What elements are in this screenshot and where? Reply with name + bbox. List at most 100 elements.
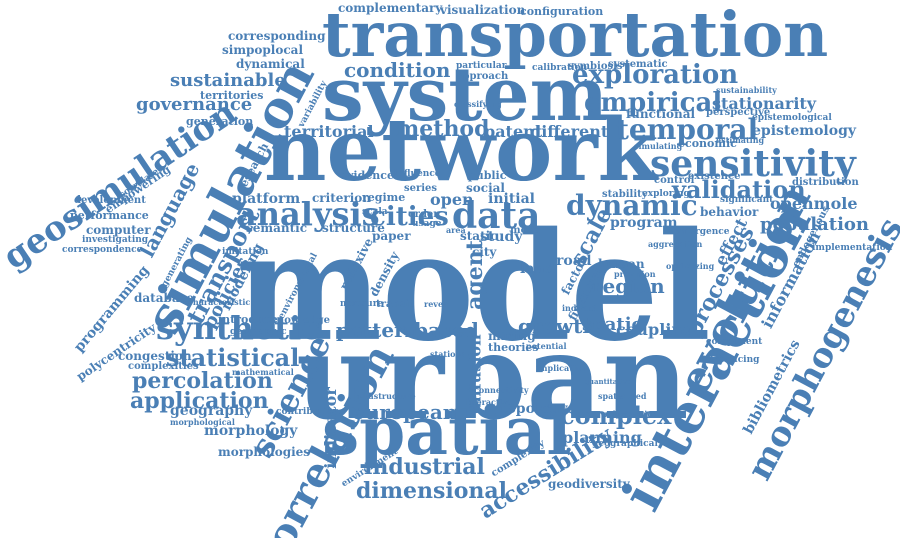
word-stability: stability (602, 189, 648, 200)
word-stationarity: stationarity (712, 94, 817, 113)
word-contribution: contribution (276, 407, 340, 417)
word-performance: performance (70, 209, 149, 222)
word-city: city (472, 245, 497, 259)
word-visualization: visualization (440, 3, 526, 17)
word-cities: cities (370, 202, 449, 232)
word-synthetic: synthetic (156, 309, 321, 347)
word-industrial: industrial (364, 454, 485, 480)
word-implementation: implementation (812, 243, 893, 253)
word-corresponding: corresponding (228, 29, 326, 43)
word-particular: particular (456, 61, 507, 71)
word-open: open (430, 190, 474, 209)
word-morphological: morphological (170, 417, 235, 427)
word-spatialised: spatialised (598, 391, 647, 401)
word-data: data (452, 195, 541, 237)
word-based: based (414, 318, 479, 342)
word-growth: growth (518, 314, 597, 338)
word-spatial: spatial (322, 392, 572, 470)
word-complexities: complexities (128, 361, 199, 372)
word-network: network (264, 100, 658, 201)
word-sensitivity: sensitivity (650, 143, 856, 185)
word-introducing: introducing (700, 355, 760, 365)
word-urban: urban (296, 307, 689, 446)
word-european: european (352, 400, 458, 424)
word-dynamic: dynamic (566, 189, 698, 222)
word-theories: theories (488, 341, 539, 354)
word-polycentric: polycentric (602, 409, 653, 419)
word-indirect: indirect (562, 303, 598, 313)
word-epistemological: epistemological (752, 113, 832, 123)
word-geography: geography (170, 403, 253, 419)
word-area: area (446, 225, 466, 235)
word-imitation: imitation (222, 247, 269, 257)
word-knowledge: knowledge (270, 315, 330, 326)
word-configuration: configuration (520, 5, 604, 18)
word-pattern: pattern (336, 318, 420, 342)
word-distribution: distribution (792, 177, 859, 188)
word-order: order (408, 209, 439, 220)
word-computer: computer (86, 223, 151, 237)
word-congestion: congestion (118, 349, 192, 363)
word-program: program (610, 215, 678, 231)
word-population: population (760, 214, 870, 235)
word-correspondence: correspondence (62, 245, 143, 255)
word-morphology: morphology (204, 423, 298, 439)
word-scala: scala (362, 207, 388, 217)
word-complementary: complementary (338, 1, 443, 15)
word-optimizing: optimizing (666, 261, 715, 271)
word-database: database (134, 291, 195, 305)
word-dynamical: dynamical (236, 57, 305, 71)
word-characteristic: characteristic (188, 297, 251, 307)
word-dimensional: dimensional (356, 478, 508, 504)
word-simpoplocal: simpoplocal (222, 43, 303, 57)
word-semantic: semantic (246, 221, 307, 235)
word-sustainability: sustainability (716, 85, 777, 95)
word-statistical: statistical (166, 343, 300, 372)
word-temporal: temporal (616, 113, 759, 146)
word-initial: initial (488, 191, 535, 207)
word-empirical: empirical (584, 88, 723, 118)
word-simulating: simulating (634, 141, 683, 151)
word-social: social (466, 181, 505, 195)
word-sustainable: sustainable (170, 70, 286, 91)
word-epistemology: epistemology (752, 123, 857, 139)
word-static: static (460, 229, 498, 243)
word-paper: paper (372, 229, 411, 243)
word-existence: existence (688, 171, 741, 182)
word-implication: implication (536, 363, 588, 373)
word-reveal: reveal (424, 299, 452, 309)
word-symbiosis: symbiosis (568, 61, 623, 72)
word-development: development (74, 195, 146, 206)
word-validation: validation (672, 175, 806, 204)
word-classifying: classifying (454, 99, 502, 109)
word-geodiversity: geodiversity (548, 477, 630, 491)
word-indicator: indicator (320, 387, 340, 469)
word-approach: approach (456, 71, 509, 82)
word-geographic: geographic (230, 327, 287, 337)
word-model: model (236, 198, 711, 375)
word-exploration: exploration (572, 60, 739, 90)
word-influence: influence (394, 169, 441, 179)
word-planning: planning (562, 428, 642, 447)
word-component: component (706, 337, 763, 347)
word-governance: governance (136, 94, 253, 115)
word-interactive: interactive (464, 397, 513, 407)
word-percolation: percolation (132, 368, 273, 394)
word-human: human (598, 257, 645, 271)
word-mathematical: mathematical (232, 367, 294, 377)
word-analysis: analysis (236, 195, 380, 233)
word-control: control (654, 175, 695, 186)
word-transit: transit (376, 299, 414, 310)
word-measure: measure (340, 299, 384, 309)
word-aggregation: aggregation (648, 239, 703, 249)
word-regime: regime (362, 191, 406, 204)
word-road: road (556, 253, 592, 269)
word-potential: potential (526, 341, 567, 351)
word-estimating: estimating (716, 135, 765, 145)
word-platform: platform (232, 191, 301, 207)
word-transportation: transportation (322, 0, 829, 71)
word-significant: significant (720, 195, 774, 205)
word-territorial: territorial (284, 122, 374, 141)
word-patent: patent (484, 122, 543, 141)
